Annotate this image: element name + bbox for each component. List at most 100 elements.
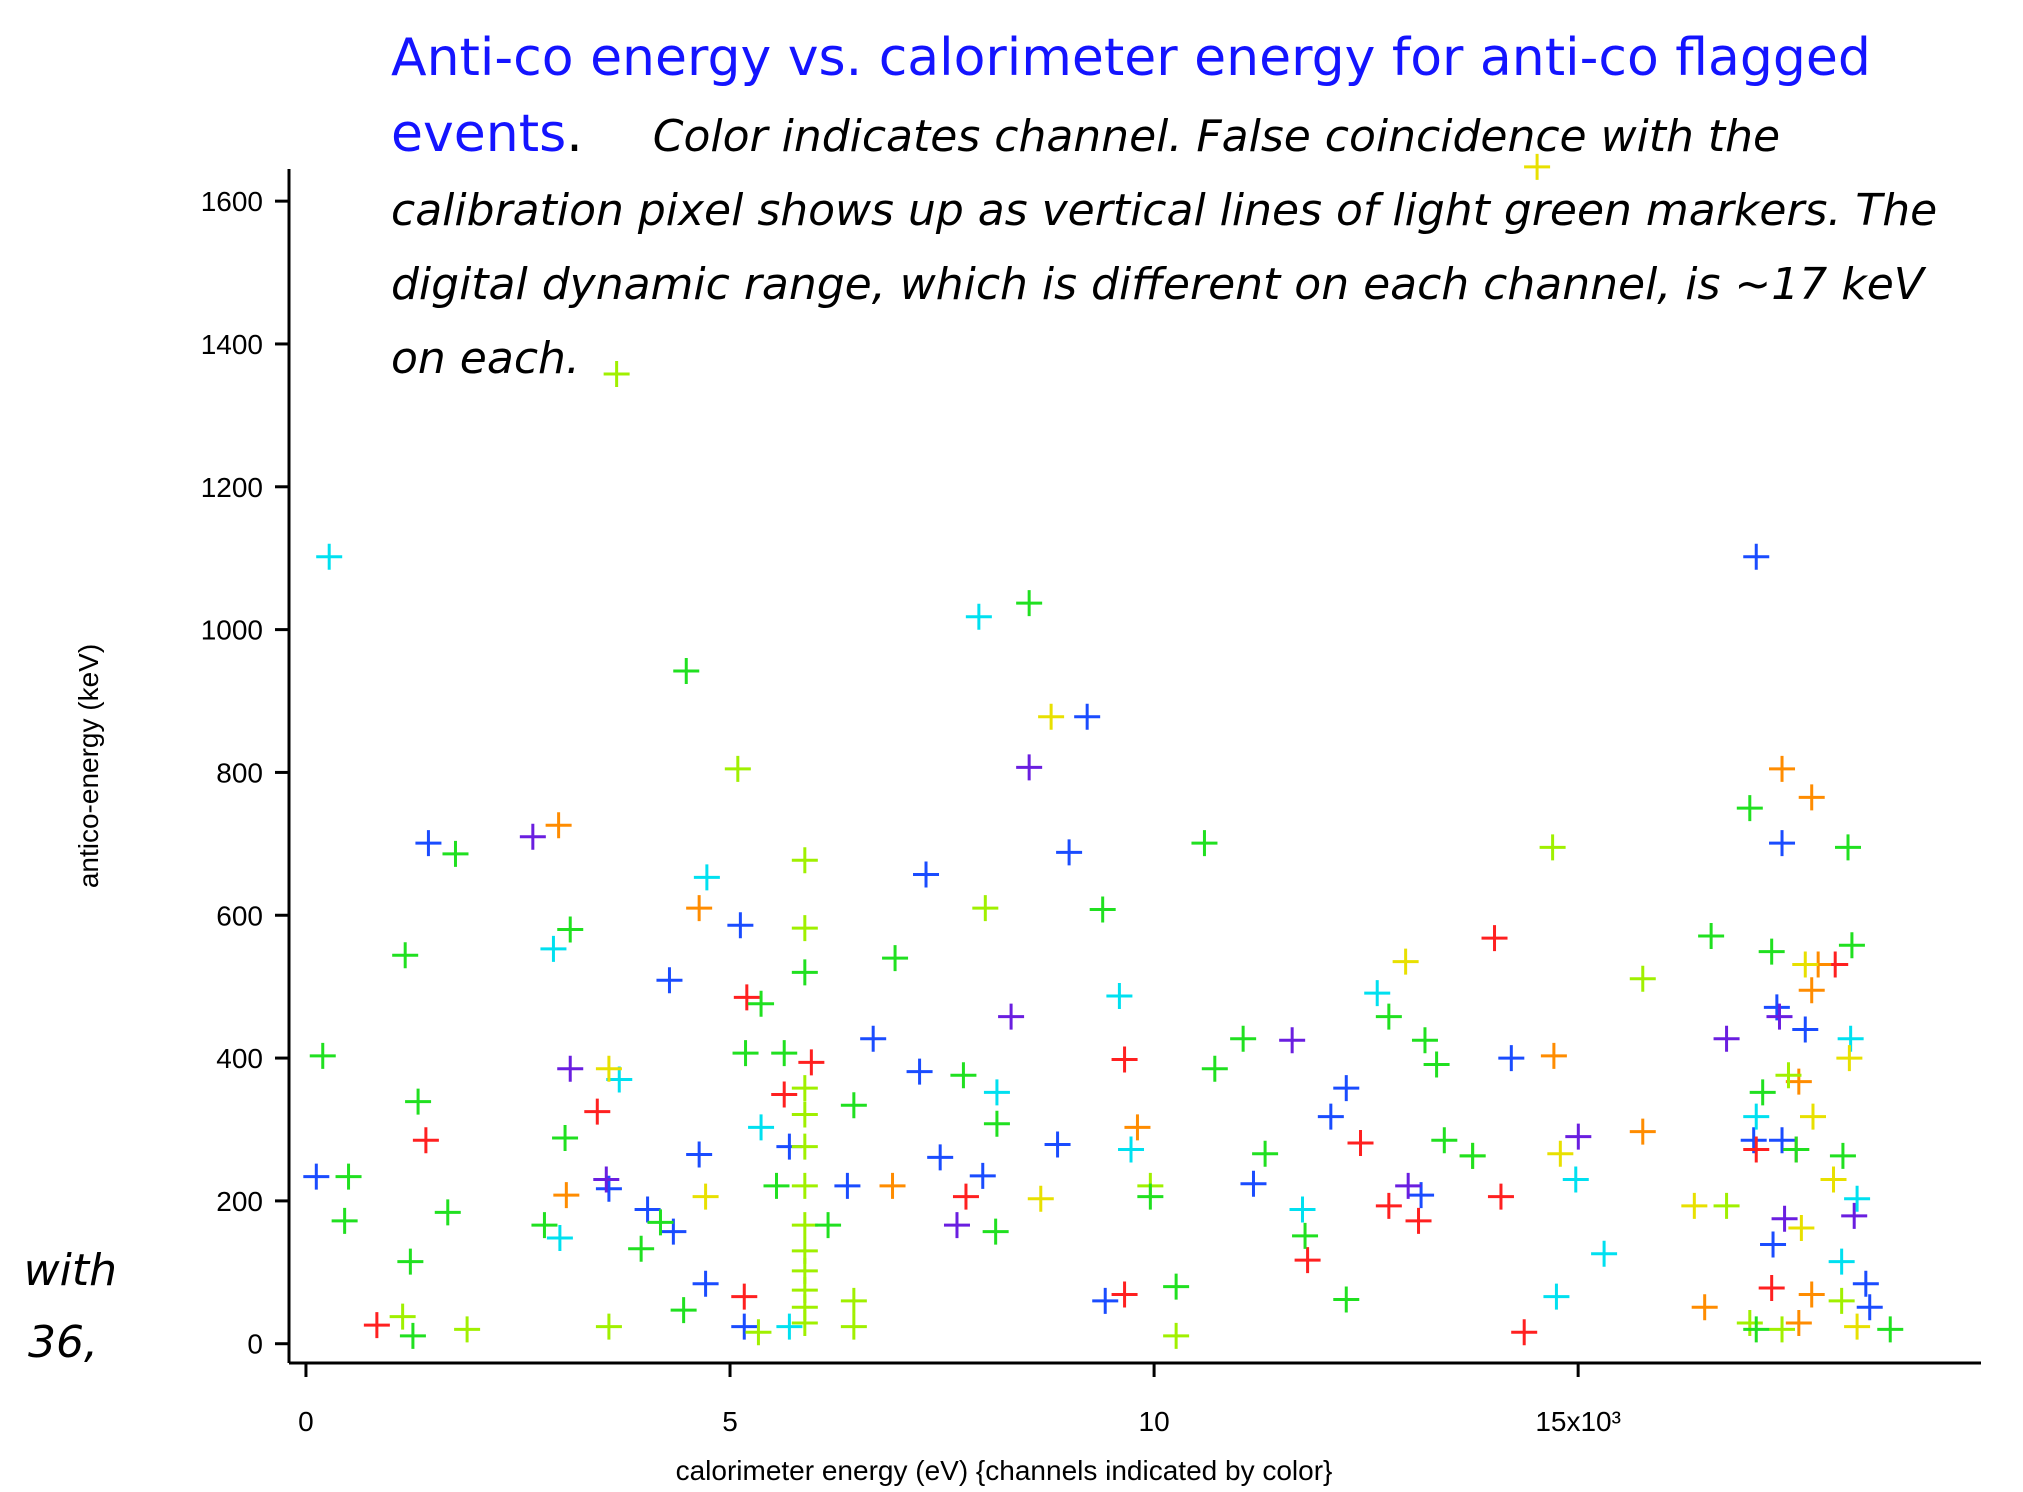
marker — [1163, 1273, 1190, 1300]
marker — [1691, 1294, 1718, 1321]
marker — [1736, 795, 1763, 822]
marker — [656, 967, 683, 994]
cut-text: 36, — [28, 1317, 98, 1368]
marker — [1798, 1281, 1825, 1308]
marker — [1163, 1322, 1190, 1349]
marker — [733, 984, 760, 1011]
marker — [1836, 1045, 1863, 1072]
marker — [791, 1075, 818, 1102]
marker — [791, 1310, 818, 1337]
marker — [392, 942, 419, 969]
marker — [1092, 1287, 1119, 1314]
marker — [791, 915, 818, 942]
marker — [1292, 1222, 1319, 1249]
marker — [998, 1003, 1025, 1030]
marker — [1524, 153, 1551, 180]
marker — [969, 1162, 996, 1189]
marker — [1511, 1319, 1538, 1346]
marker — [1769, 755, 1796, 782]
marker — [913, 861, 940, 888]
marker — [1089, 896, 1116, 923]
header: Anti-co energy vs. calorimeter energy fo… — [391, 26, 1951, 400]
y-tick-label: 600 — [216, 900, 263, 931]
x-tick-label: 5 — [722, 1406, 738, 1437]
marker — [412, 1127, 439, 1154]
y-tick-label: 400 — [216, 1043, 263, 1074]
marker — [763, 1172, 790, 1199]
marker — [1792, 1016, 1819, 1043]
marker — [972, 895, 999, 922]
marker — [1820, 1166, 1847, 1193]
marker — [1375, 1192, 1402, 1219]
marker — [1289, 1196, 1316, 1223]
marker — [1540, 1042, 1567, 1069]
marker — [1411, 1027, 1438, 1054]
marker — [1783, 1136, 1810, 1163]
marker — [860, 1025, 887, 1052]
y-tick-label: 1400 — [201, 329, 263, 360]
marker — [595, 1313, 622, 1340]
marker — [1405, 1207, 1432, 1234]
marker — [771, 1081, 798, 1108]
marker — [840, 1092, 867, 1119]
marker — [1877, 1316, 1904, 1343]
marker — [1056, 839, 1083, 866]
marker — [1844, 1185, 1871, 1212]
marker — [834, 1172, 861, 1199]
marker — [1829, 1142, 1856, 1169]
marker — [1111, 1046, 1138, 1073]
marker — [647, 1209, 674, 1236]
marker — [983, 1110, 1010, 1137]
marker — [595, 1055, 622, 1082]
marker — [442, 840, 469, 867]
marker — [1364, 980, 1391, 1007]
marker — [748, 1114, 775, 1141]
marker — [634, 1196, 661, 1223]
marker — [552, 1125, 579, 1152]
marker — [1498, 1045, 1525, 1072]
marker — [1769, 830, 1796, 857]
marker — [1766, 1003, 1793, 1030]
marker — [606, 1066, 633, 1093]
marker — [1294, 1247, 1321, 1274]
marker — [557, 916, 584, 943]
marker — [1395, 1172, 1422, 1199]
marker — [791, 1212, 818, 1239]
marker — [776, 1313, 803, 1340]
title: Anti-co energy vs. calorimeter energy fo… — [391, 28, 1871, 164]
marker — [316, 543, 343, 570]
marker — [557, 1055, 584, 1082]
marker — [531, 1212, 558, 1239]
marker — [1562, 1166, 1589, 1193]
marker — [1044, 1131, 1071, 1158]
marker — [1230, 1025, 1257, 1052]
marker — [686, 1141, 713, 1168]
y-tick-label: 0 — [247, 1329, 263, 1360]
marker — [1347, 1130, 1374, 1157]
marker — [546, 1225, 573, 1252]
marker — [397, 1248, 424, 1275]
marker — [1798, 784, 1825, 811]
marker — [1838, 932, 1865, 959]
x-tick-label: 15x10³ — [1535, 1406, 1621, 1437]
marker — [593, 1166, 620, 1193]
marker — [434, 1199, 461, 1226]
marker — [1799, 1103, 1826, 1130]
marker — [363, 1312, 390, 1339]
marker — [791, 1133, 818, 1160]
marker — [1565, 1123, 1592, 1150]
marker — [405, 1088, 432, 1115]
marker — [1769, 1316, 1796, 1343]
marker — [815, 1212, 842, 1239]
marker — [982, 1218, 1009, 1245]
marker — [983, 1079, 1010, 1106]
y-axis-label: antico-energy (keV) — [73, 644, 104, 888]
marker — [1828, 1248, 1855, 1275]
marker — [335, 1163, 362, 1190]
marker — [1111, 1281, 1138, 1308]
caption: Color indicates channel. False coinciden… — [391, 111, 1938, 384]
marker — [399, 1322, 426, 1349]
marker — [1713, 1025, 1740, 1052]
marker — [1106, 982, 1133, 1009]
